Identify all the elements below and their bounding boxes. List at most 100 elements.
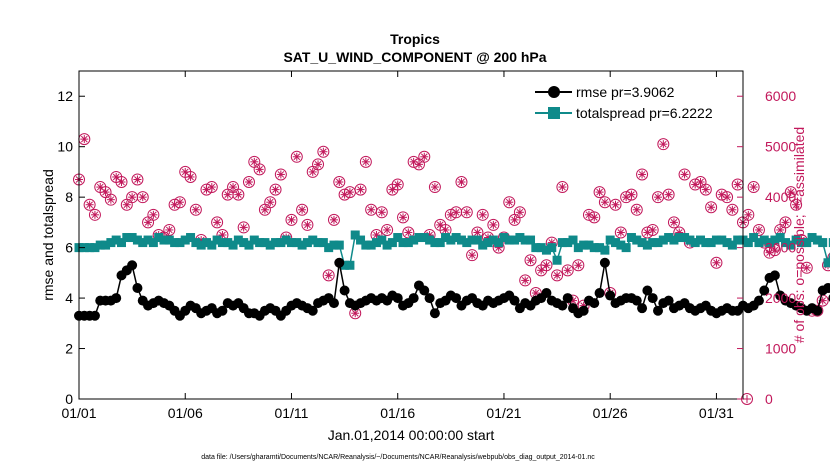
rmse-point — [217, 305, 228, 316]
obs-count-point — [625, 188, 638, 201]
rmse-point — [132, 282, 143, 293]
totalspread-point — [116, 238, 126, 248]
obs-count-point — [428, 181, 441, 194]
obs-count-point — [120, 198, 133, 211]
obs-count-point — [78, 133, 91, 146]
rmse-point — [589, 298, 600, 309]
obs-count-point — [242, 176, 255, 189]
totalspread-point — [196, 240, 206, 250]
obs-count-point — [726, 203, 739, 216]
totalspread-point — [733, 235, 743, 245]
obs-count-point — [588, 211, 601, 224]
totalspread-point — [170, 238, 180, 248]
totalspread-point — [403, 238, 413, 248]
y-tick-label: 4 — [65, 290, 73, 306]
obs-count-point — [264, 196, 277, 209]
totalspread-point — [696, 235, 706, 245]
totalspread-point — [483, 238, 493, 248]
obs-count-point — [248, 155, 261, 168]
rmse-point — [753, 295, 764, 306]
rmse-point — [328, 298, 339, 309]
totalspread-point — [653, 238, 663, 248]
rmse-point — [127, 260, 138, 271]
totalspread-point — [191, 238, 201, 248]
obs-count-point — [556, 181, 569, 194]
obs-count-point — [221, 188, 234, 201]
rmse-point — [334, 257, 345, 268]
obs-count-point — [678, 168, 691, 181]
obs-count-point — [147, 208, 160, 221]
totalspread-point — [286, 238, 296, 248]
y-axis-right-label: # of obs: o=possible; *=assimilated — [791, 127, 807, 343]
y-tick-label: 8 — [65, 189, 73, 205]
y-right-tick-label: 3000 — [765, 240, 796, 256]
totalspread-point — [228, 240, 238, 250]
totalspread-point — [95, 240, 105, 250]
obs-count-point — [513, 206, 526, 219]
chart-title: Tropics — [390, 31, 440, 47]
obs-count-point — [88, 208, 101, 221]
totalspread-point — [101, 240, 111, 250]
rmse-point — [89, 310, 100, 321]
obs-count-point — [455, 176, 468, 189]
obs-count-point — [742, 208, 755, 221]
obs-count-point — [784, 186, 797, 199]
totalspread-point — [611, 238, 621, 248]
totalspread-point — [786, 240, 796, 250]
totalspread-point — [377, 235, 387, 245]
rmse-point — [653, 305, 664, 316]
totalspread-point — [148, 238, 158, 248]
totalspread-point — [547, 243, 557, 253]
totalspread-point — [780, 238, 790, 248]
totalspread-point — [664, 233, 674, 243]
totalspread-point — [334, 240, 344, 250]
obs-count-point — [503, 196, 516, 209]
obs-count-point — [306, 165, 319, 178]
totalspread-point — [701, 238, 711, 248]
obs-count-point — [779, 216, 792, 229]
obs-count-point — [290, 150, 303, 163]
totalspread-point — [584, 240, 594, 250]
totalspread-point — [504, 235, 514, 245]
totalspread-point — [393, 233, 403, 243]
totalspread-point — [281, 235, 291, 245]
totalspread-point — [143, 235, 153, 245]
y-right-tick-label: 1000 — [765, 341, 796, 357]
totalspread-point — [159, 235, 169, 245]
obs-count-point — [705, 201, 718, 214]
totalspread-point — [791, 235, 801, 245]
totalspread-point — [186, 233, 196, 243]
obs-count-point — [136, 191, 149, 204]
obs-count-point — [317, 145, 330, 158]
legend-box — [530, 78, 737, 128]
totalspread-point — [600, 245, 610, 255]
y-right-tick-label: 6000 — [765, 88, 796, 104]
totalspread-point — [680, 233, 690, 243]
totalspread-point — [637, 238, 647, 248]
rmse-point — [111, 293, 122, 304]
obs-count-point — [343, 186, 356, 199]
totalspread-point — [621, 243, 631, 253]
rmse-point — [605, 290, 616, 301]
totalspread-point — [563, 238, 573, 248]
legend-rmse-label: rmse pr=3.9062 — [576, 84, 675, 100]
x-tick-label: 01/31 — [699, 405, 734, 421]
totalspread-point — [488, 235, 498, 245]
totalspread-point — [823, 258, 830, 268]
totalspread-point — [616, 240, 626, 250]
obs-count-point — [460, 206, 473, 219]
obs-count-point — [827, 252, 830, 263]
totalspread-point — [749, 233, 759, 243]
obs-count-point — [391, 178, 404, 191]
obs-count-point — [752, 223, 765, 236]
totalspread-point — [557, 238, 567, 248]
totalspread-point — [345, 260, 355, 270]
obs-count-point — [189, 203, 202, 216]
obs-count-point — [768, 244, 781, 257]
obs-count-point — [508, 213, 521, 226]
totalspread-point — [589, 243, 599, 253]
obs-count-point — [487, 218, 500, 231]
obs-count-point — [274, 168, 287, 181]
obs-count-point — [322, 269, 335, 282]
